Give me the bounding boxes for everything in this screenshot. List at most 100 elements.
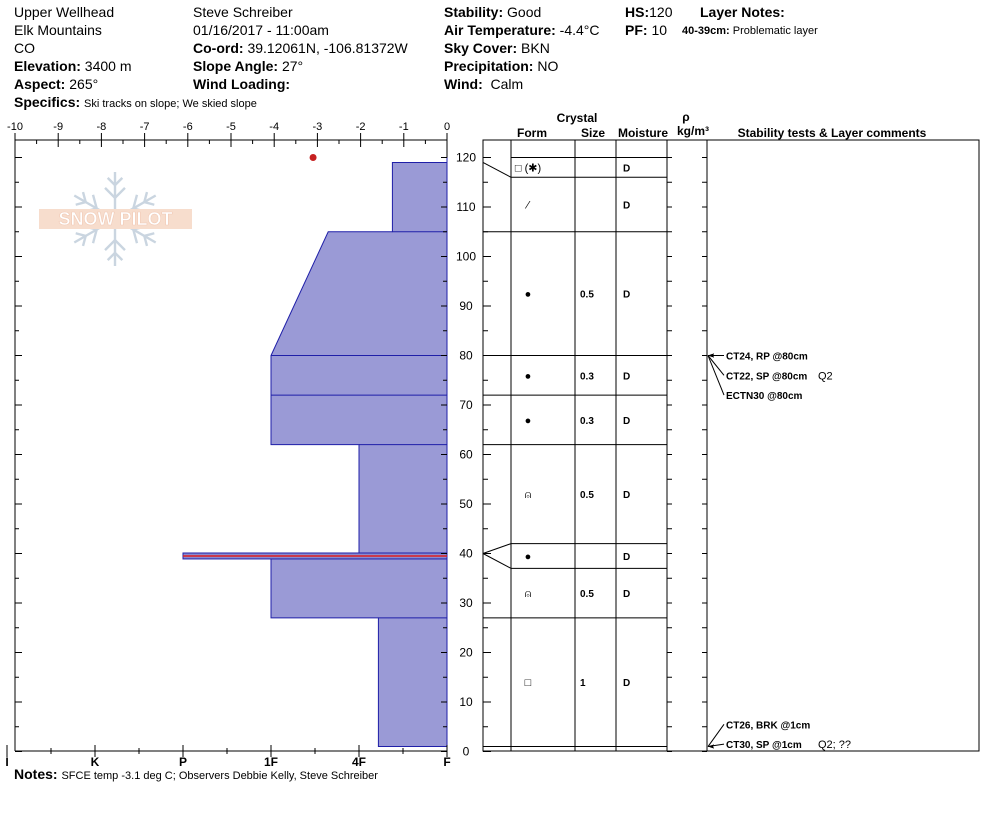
elevation-value: 3400 m xyxy=(84,58,132,74)
stability-field: Stability: Good xyxy=(444,3,541,21)
coord-value: 39.12061N, -106.81372W xyxy=(247,40,408,56)
slope-label: Slope Angle: xyxy=(193,58,279,74)
stability-test-quality: Q2 xyxy=(818,370,833,382)
layer-table: Crystal Form Size Moisture ρ kg/m³ Stabi… xyxy=(482,110,980,752)
slope-field: Slope Angle: 27° xyxy=(193,57,303,75)
wind-loading-field: Wind Loading: xyxy=(193,75,290,93)
snowflake-branch xyxy=(75,200,87,206)
moisture-value: D xyxy=(623,589,630,600)
snowflake-branch xyxy=(114,176,124,187)
layer-note: 40-39cm: Problematic layer xyxy=(682,22,818,40)
notes-text: SFCE temp -3.1 deg C; Observers Debbie K… xyxy=(61,770,378,782)
wind-label: Wind: xyxy=(444,76,483,92)
snowflake-branch xyxy=(143,232,155,238)
moisture-value: D xyxy=(623,490,630,501)
grain-form-symbol: ● xyxy=(525,551,532,563)
observer-name: Steve Schreiber xyxy=(193,4,293,20)
layer-leader-line xyxy=(482,543,512,554)
layer-notes-label: Layer Notes: xyxy=(700,4,785,20)
sky-cover-value: BKN xyxy=(521,40,550,56)
header-rho: ρ xyxy=(682,110,689,124)
height-tick-label: 30 xyxy=(459,596,473,610)
temp-tick-label: -1 xyxy=(399,121,409,133)
height-tick-label: 80 xyxy=(459,349,473,363)
precip-value: NO xyxy=(537,58,559,74)
snowflake-branch xyxy=(106,251,116,262)
surface-temp-point xyxy=(309,154,317,161)
hardness-tick-label: 4F xyxy=(352,755,366,769)
header-density-unit: kg/m³ xyxy=(677,124,709,138)
temp-tick-label: 0 xyxy=(444,121,450,133)
hardness-tick-label: K xyxy=(91,755,100,769)
sky-cover-label: Sky Cover: xyxy=(444,40,518,56)
layer-note-text: Problematic layer xyxy=(732,25,818,37)
air-temp-field: Air Temperature: -4.4°C xyxy=(444,21,600,39)
specifics-label: Specifics: xyxy=(14,94,81,110)
snowflake-branch xyxy=(114,187,126,199)
stability-label: Stability: xyxy=(444,4,504,20)
hardness-temperature-plot: -10 -9 -8 -7 -6 -5 -4 -3 -2 -1 0010203040506070809… xyxy=(5,121,476,769)
grain-form-symbol: ● xyxy=(525,370,532,382)
grain-form-symbol: □ (✱) xyxy=(515,162,541,174)
snowflake-branch xyxy=(81,191,87,203)
hardness-tick-label: I xyxy=(5,755,8,769)
elevation-field: Elevation: 3400 m xyxy=(14,57,132,75)
wind-loading-label: Wind Loading: xyxy=(193,76,291,92)
state: CO xyxy=(14,40,35,56)
specifics-field: Specifics: Ski tracks on slope; We skied… xyxy=(14,93,257,113)
grain-size: 0.5 xyxy=(580,589,594,600)
notes-label: Notes: xyxy=(14,766,58,782)
pf-label: PF: xyxy=(625,22,648,38)
snowflake-branch xyxy=(143,200,155,206)
moisture-value: D xyxy=(623,371,630,382)
height-tick-label: 70 xyxy=(459,398,473,412)
snowflake-branch xyxy=(91,229,98,244)
wind-field: Wind: Calm xyxy=(444,75,523,93)
height-tick-label: 90 xyxy=(459,299,473,313)
height-tick-label: 10 xyxy=(459,695,473,709)
header-moisture: Moisture xyxy=(618,126,668,140)
stability-test-arrowhead xyxy=(708,353,714,358)
elevation-label: Elevation: xyxy=(14,58,81,74)
stability-test-quality: Q2; ?? xyxy=(818,739,851,751)
height-tick-label: 60 xyxy=(459,448,473,462)
stability-test-label: ECTN30 @80cm xyxy=(726,391,803,402)
grain-size: 0.5 xyxy=(580,290,594,301)
stability-test-label: CT26, BRK @1cm xyxy=(726,720,810,731)
header-comments: Stability tests & Layer comments xyxy=(738,126,927,140)
stability-test-label: CT24, RP @80cm xyxy=(726,352,808,363)
snowflake-branch xyxy=(91,194,98,209)
precip-field: Precipitation: NO xyxy=(444,57,558,75)
hardness-profile-area xyxy=(182,157,448,747)
logo-band xyxy=(39,209,192,229)
mountain-range: Elk Mountains xyxy=(14,22,102,38)
pf-value: 10 xyxy=(651,22,668,38)
stability-test-arrowhead xyxy=(708,744,714,749)
sky-cover-field: Sky Cover: BKN xyxy=(444,39,550,57)
header-crystal: Crystal xyxy=(557,111,598,125)
moisture-value: D xyxy=(623,290,630,301)
stability-test-label: CT22, SP @80cm xyxy=(726,371,807,382)
snowflake-branch xyxy=(143,235,149,247)
height-tick-label: 120 xyxy=(456,151,476,165)
snowflake-branch xyxy=(143,191,149,203)
grain-size: 0.5 xyxy=(580,490,594,501)
grain-size: 1 xyxy=(580,678,586,689)
pf-field: PF: 10 xyxy=(625,21,667,39)
temp-tick-label: -8 xyxy=(97,121,107,133)
moisture-value: D xyxy=(623,678,630,689)
grain-size: 0.3 xyxy=(580,416,594,427)
snowflake-branch xyxy=(104,187,116,199)
observation-datetime: 01/16/2017 - 11:00am xyxy=(193,22,329,38)
air-temp-value: -4.4°C xyxy=(559,22,600,38)
moisture-value: D xyxy=(623,552,630,563)
logo-text: SNOW PILOT xyxy=(59,209,173,229)
grain-form-symbol: ⍝ xyxy=(525,588,532,600)
snowflake-branch xyxy=(81,235,87,247)
moisture-value: D xyxy=(623,416,630,427)
notes-field: Notes: SFCE temp -3.1 deg C; Observers D… xyxy=(14,765,378,785)
temp-tick-label: -10 xyxy=(7,121,23,133)
snowflake-branch xyxy=(114,251,124,262)
height-tick-label: 100 xyxy=(456,250,476,264)
